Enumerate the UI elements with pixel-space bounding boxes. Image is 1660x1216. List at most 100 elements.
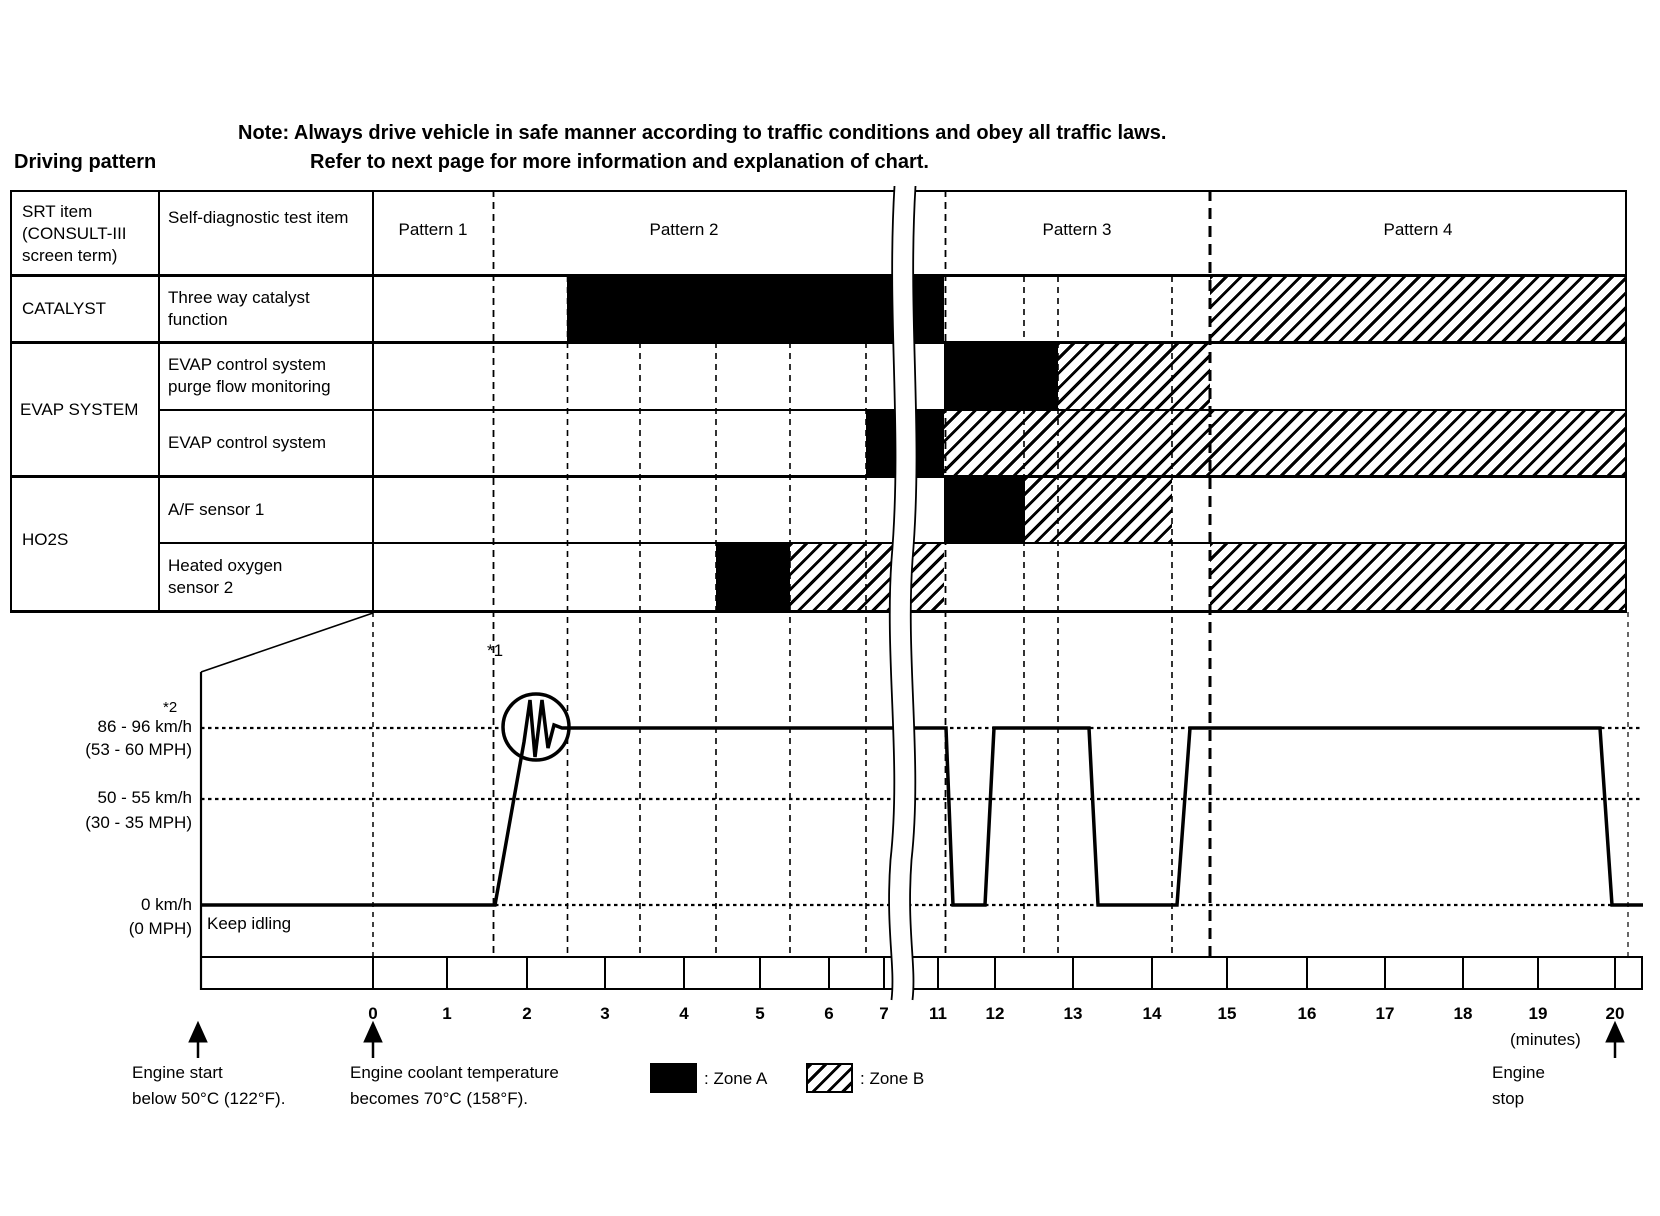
annotation-arrows <box>188 1020 1625 1058</box>
note-line-2: Refer to next page for more information … <box>310 151 929 173</box>
page-title: Driving pattern <box>14 151 157 173</box>
axis-tick-7 <box>883 956 885 990</box>
keep-idling-label: Keep idling <box>207 914 292 933</box>
speed-label-zero-mph: (0 MPH) <box>128 919 192 938</box>
engine-start-line-1: Engine start <box>132 1063 223 1082</box>
table-col1-divider <box>158 190 160 612</box>
axis-tick-15 <box>1226 956 1228 990</box>
callout-2-label: *2 <box>163 699 178 716</box>
zone-b-bar <box>790 543 944 612</box>
col1-header: SRT item (CONSULT-III screen term) <box>22 202 127 265</box>
axis-tick-12 <box>994 956 996 990</box>
table-border-left <box>10 190 12 612</box>
axis-label-5: 5 <box>755 1004 765 1023</box>
axis-tick-17 <box>1384 956 1386 990</box>
axis-label-2: 2 <box>522 1004 532 1023</box>
callout-1-circle <box>501 692 571 762</box>
engine-start-arrow <box>188 1020 208 1043</box>
srt-item-catalyst: CATALYST <box>22 299 107 318</box>
axis-tick-5 <box>759 956 761 990</box>
vehicle-speed-line <box>200 699 1643 907</box>
axis-label-18: 18 <box>1453 1004 1473 1023</box>
table-row-divider-catalyst <box>10 341 1627 344</box>
col2-header: Self-diagnostic test item <box>168 208 349 227</box>
axis-label-19: 19 <box>1528 1004 1548 1023</box>
axis-tick-2 <box>526 956 528 990</box>
table-border-bottom <box>10 610 1627 613</box>
axis-label-4: 4 <box>679 1004 689 1023</box>
axis-tick-20 <box>1614 956 1616 990</box>
engine-stop-line-2: stop <box>1492 1089 1525 1108</box>
test-item-af-sensor-1: A/F sensor 1 <box>168 500 265 519</box>
pattern-3-label: Pattern 3 <box>1042 220 1112 239</box>
zone-a-swatch <box>650 1063 697 1093</box>
engine-start-line-2: below 50°C (122°F). <box>132 1089 286 1108</box>
srt-item-evap-system: EVAP SYSTEM <box>20 400 139 419</box>
table-row-divider-af <box>159 542 1627 544</box>
axis-label-1: 1 <box>442 1004 452 1023</box>
note-line-1: Note: Always drive vehicle in safe manne… <box>238 122 1167 144</box>
axis-label-0: 0 <box>368 1004 378 1023</box>
coolant-line-1: Engine coolant temperature <box>350 1063 559 1082</box>
speed-label-mid-mph: (30 - 35 MPH) <box>85 813 192 832</box>
engine-stop-line-1: Engine <box>1492 1063 1545 1082</box>
pattern-4-label: Pattern 4 <box>1383 220 1453 239</box>
zone-b-bar <box>944 410 1627 477</box>
zone-a-bar <box>866 410 944 477</box>
table-group-divider-ho2s <box>10 475 1627 478</box>
axis-label-3: 3 <box>600 1004 610 1023</box>
speed-label-mid-kmh: 50 - 55 km/h <box>97 788 193 807</box>
speed-label-high-kmh: 86 - 96 km/h <box>97 717 193 736</box>
funnel-diagonal-line <box>200 612 374 673</box>
zone-a-bar <box>567 276 944 342</box>
test-item-three-way-catalyst: Three way catalyst function <box>168 288 310 329</box>
table-border-top <box>10 190 1627 192</box>
axis-tick-11 <box>937 956 939 990</box>
zone-b-label: : Zone B <box>860 1069 925 1088</box>
axis-tick-16 <box>1306 956 1308 990</box>
zone-b-swatch <box>806 1063 853 1093</box>
speed-label-high-mph: (53 - 60 MPH) <box>85 740 192 759</box>
zone-a-bar <box>944 342 1058 410</box>
axis-tick-1 <box>446 956 448 990</box>
axis-label-11: 11 <box>929 1004 947 1023</box>
pattern-2-label: Pattern 2 <box>649 220 719 239</box>
engine-stop-arrow <box>1605 1020 1625 1043</box>
axis-label-13: 13 <box>1063 1004 1083 1023</box>
axis-tick-3 <box>604 956 606 990</box>
speed-reference-lines <box>201 726 1643 907</box>
axis-label-7: 7 <box>879 1004 889 1023</box>
zone-b-bar <box>1058 342 1210 410</box>
axis-tick-6 <box>828 956 830 990</box>
time-axis-strip <box>200 956 1643 990</box>
axis-label-20: 20 <box>1605 1004 1625 1023</box>
axis-label-14: 14 <box>1142 1004 1162 1023</box>
zone-b-bar <box>1025 477 1172 543</box>
axis-tick-19 <box>1537 956 1539 990</box>
test-item-heated-oxygen-sensor-2: Heated oxygen sensor 2 <box>168 556 283 597</box>
pattern-1-label: Pattern 1 <box>398 220 468 239</box>
zone-b-bar <box>1210 543 1627 612</box>
axis-tick-18 <box>1462 956 1464 990</box>
zone-a-bar <box>716 543 790 612</box>
zone-b-bar <box>1210 276 1627 342</box>
axis-tick-0 <box>372 956 374 990</box>
axis-label-17: 17 <box>1375 1004 1395 1023</box>
minutes-label: (minutes) <box>1510 1030 1581 1049</box>
callout-1-label: *1 <box>487 641 504 660</box>
coolant-line-2: becomes 70°C (158°F). <box>350 1089 529 1108</box>
test-item-evap-control: EVAP control system <box>168 433 327 452</box>
table-col2-divider <box>372 190 374 612</box>
table-header-divider <box>10 274 1627 277</box>
table-row-divider-evap <box>159 409 1627 411</box>
table-border-right <box>1625 190 1627 612</box>
axis-tick-4 <box>683 956 685 990</box>
axis-label-6: 6 <box>824 1004 834 1023</box>
axis-label-16: 16 <box>1297 1004 1317 1023</box>
zone-a-bar <box>944 477 1025 543</box>
srt-item-ho2s: HO2S <box>22 530 69 549</box>
axis-label-12: 12 <box>985 1004 1005 1023</box>
test-item-evap-purge-flow: EVAP control system purge flow monitorin… <box>168 355 331 396</box>
coolant-arrow <box>363 1020 383 1043</box>
